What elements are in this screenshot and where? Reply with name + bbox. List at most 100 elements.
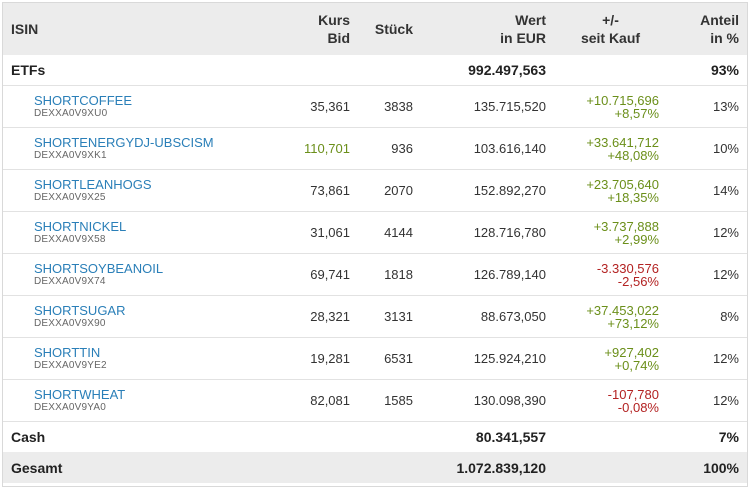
kurs-bid-value: 28,321 [263, 295, 358, 338]
header-anteil-line1: Anteil [700, 12, 739, 28]
table-row: SHORTSOYBEANOIL DEXXA0V9X74 69,741 1818 126.… [3, 253, 747, 296]
fund-name-link[interactable]: SHORTCOFFEE [34, 93, 132, 108]
stueck-value: 1585 [358, 379, 421, 422]
stueck-value: 936 [358, 127, 421, 170]
fund-cell: SHORTENERGYDJ-UBSCISM DEXXA0V9XK1 [3, 127, 263, 170]
change-pct: +73,12% [607, 315, 659, 331]
anteil-value: 12% [667, 211, 747, 254]
anteil-value: 12% [667, 253, 747, 296]
change-cell: +927,402 +0,74% [554, 337, 667, 380]
change-pct: +0,74% [614, 357, 659, 373]
wert-value: 135.715,520 [421, 85, 554, 128]
anteil-value: 13% [667, 85, 747, 128]
stueck-value: 3838 [358, 85, 421, 128]
change-abs: +10.715,696 [586, 92, 659, 108]
kurs-bid-value: 82,081 [263, 379, 358, 422]
table-row: SHORTENERGYDJ-UBSCISM DEXXA0V9XK1 110,701 9… [3, 127, 747, 170]
fund-name-link[interactable]: SHORTSUGAR [34, 303, 126, 318]
header-wert: Wert in EUR [421, 3, 554, 55]
etfs-anteil: 93% [667, 55, 747, 86]
cash-wert: 80.341,557 [475, 429, 546, 445]
fund-cell: SHORTWHEAT DEXXA0V9YA0 [3, 379, 263, 422]
header-wert-line2: in EUR [500, 30, 546, 46]
change-cell: -3.330,576 -2,56% [554, 253, 667, 296]
wert-value: 88.673,050 [421, 295, 554, 338]
change-cell: +10.715,696 +8,57% [554, 85, 667, 128]
change-abs: -107,780 [607, 386, 659, 402]
header-wert-line1: Wert [515, 12, 546, 28]
header-anteil: Anteil in % [667, 3, 747, 55]
wert-value: 126.789,140 [421, 253, 554, 296]
fund-name-link[interactable]: SHORTNICKEL [34, 219, 127, 234]
total-wert: 1.072.839,120 [421, 452, 554, 483]
fund-cell: SHORTSOYBEANOIL DEXXA0V9X74 [3, 253, 263, 296]
cash-label: Cash [11, 429, 46, 445]
kurs-bid-value: 73,861 [263, 169, 358, 212]
portfolio-table-panel: ISIN Kurs Bid Stück Wert in EUR +/- seit… [2, 2, 748, 487]
header-kurs-line1: Kurs [318, 12, 350, 28]
fund-cell: SHORTCOFFEE DEXXA0V9XU0 [3, 85, 263, 128]
change-pct: -2,56% [617, 273, 659, 289]
fund-name-link[interactable]: SHORTENERGYDJ-UBSCISM [34, 135, 214, 150]
anteil-value: 8% [667, 295, 747, 338]
table-row: SHORTWHEAT DEXXA0V9YA0 82,081 1585 130.098,3… [3, 379, 747, 422]
header-stueck: Stück [374, 21, 413, 37]
fund-isin: DEXXA0V9X25 [34, 192, 106, 203]
fund-cell: SHORTSUGAR DEXXA0V9X90 [3, 295, 263, 338]
fund-isin: DEXXA0V9X58 [34, 234, 106, 245]
header-change: +/- seit Kauf [554, 3, 667, 55]
fund-isin: DEXXA0V9XU0 [34, 108, 108, 119]
table-row: SHORTSUGAR DEXXA0V9X90 28,321 3131 88.673,05… [3, 295, 747, 338]
fund-name-link[interactable]: SHORTWHEAT [34, 387, 126, 402]
fund-name-link[interactable]: SHORTLEANHOGS [34, 177, 152, 192]
stueck-value: 3131 [358, 295, 421, 338]
total-row: Gesamt 1.072.839,120 100% [3, 452, 747, 483]
fund-isin: DEXXA0V9YE2 [34, 360, 107, 371]
wert-value: 125.924,210 [421, 337, 554, 380]
portfolio-table: ISIN Kurs Bid Stück Wert in EUR +/- seit… [3, 3, 747, 483]
kurs-bid-value: 35,361 [263, 85, 358, 128]
header-kurs-line2: Bid [327, 30, 350, 46]
wert-value: 128.716,780 [421, 211, 554, 254]
fund-name-link[interactable]: SHORTSOYBEANOIL [34, 261, 164, 276]
change-pct: -0,08% [617, 399, 659, 415]
change-cell: +33.641,712 +48,08% [554, 127, 667, 170]
fund-cell: SHORTTIN DEXXA0V9YE2 [3, 337, 263, 380]
change-cell: +3.737,888 +2,99% [554, 211, 667, 254]
wert-value: 130.098,390 [421, 379, 554, 422]
fund-cell: SHORTLEANHOGS DEXXA0V9X25 [3, 169, 263, 212]
fund-isin: DEXXA0V9X90 [34, 318, 106, 329]
header-isin: ISIN [11, 21, 39, 37]
table-row: SHORTLEANHOGS DEXXA0V9X25 73,861 2070 152.89… [3, 169, 747, 212]
total-label: Gesamt [3, 452, 263, 483]
etfs-wert: 992.497,563 [421, 55, 554, 86]
wert-value: 152.892,270 [421, 169, 554, 212]
change-abs: +3.737,888 [593, 218, 659, 234]
cash-anteil: 7% [718, 429, 739, 445]
change-abs: +33.641,712 [586, 134, 659, 150]
change-abs: +37.453,022 [586, 302, 659, 318]
stueck-value: 4144 [358, 211, 421, 254]
kurs-bid-value: 31,061 [263, 211, 358, 254]
change-abs: +23.705,640 [586, 176, 659, 192]
change-cell: +23.705,640 +18,35% [554, 169, 667, 212]
anteil-value: 14% [667, 169, 747, 212]
header-change-line2: seit Kauf [580, 30, 641, 46]
table-row: SHORTNICKEL DEXXA0V9X58 31,061 4144 128.716,… [3, 211, 747, 254]
kurs-bid-value: 69,741 [263, 253, 358, 296]
anteil-value: 12% [667, 337, 747, 380]
etfs-label: ETFs [3, 55, 263, 86]
table-row: SHORTCOFFEE DEXXA0V9XU0 35,361 3838 135.715,… [3, 85, 747, 128]
stueck-value: 6531 [358, 337, 421, 380]
fund-cell: SHORTNICKEL DEXXA0V9X58 [3, 211, 263, 254]
kurs-bid-value: 110,701 [263, 127, 358, 170]
change-cell: +37.453,022 +73,12% [554, 295, 667, 338]
table-header-row: ISIN Kurs Bid Stück Wert in EUR +/- seit… [3, 3, 747, 55]
header-anteil-line2: in % [710, 30, 739, 46]
header-kurs-bid: Kurs Bid [263, 3, 358, 55]
header-change-line1: +/- [602, 12, 619, 28]
change-abs: +927,402 [604, 344, 659, 360]
fund-name-link[interactable]: SHORTTIN [34, 345, 101, 360]
change-cell: -107,780 -0,08% [554, 379, 667, 422]
change-pct: +48,08% [607, 147, 659, 163]
